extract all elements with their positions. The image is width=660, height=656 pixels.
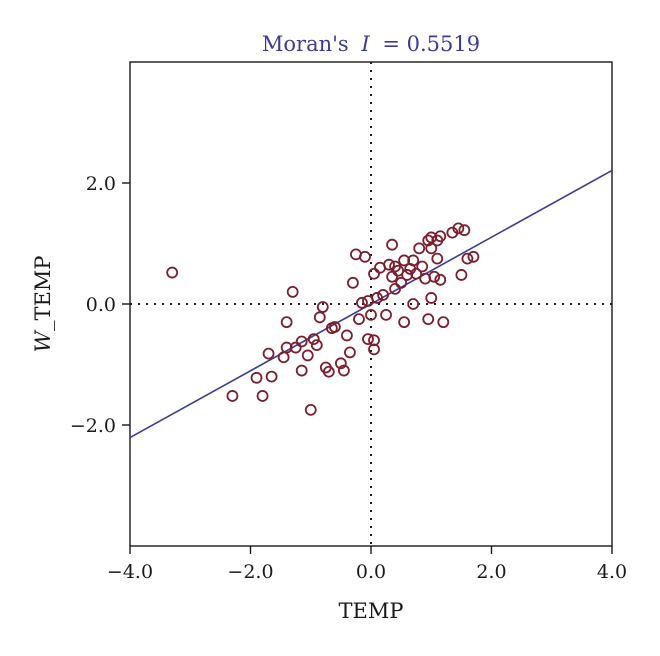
data-point xyxy=(455,269,468,281)
x-tick-label: −2.0 xyxy=(227,561,273,583)
data-point xyxy=(428,270,441,283)
data-point xyxy=(368,343,380,356)
data-point xyxy=(322,365,335,378)
data-point xyxy=(289,341,302,354)
data-point xyxy=(398,254,411,267)
data-point xyxy=(395,276,408,289)
y-axis-ticks: −2.0 0.0 2.0 xyxy=(70,173,130,437)
data-point xyxy=(407,254,420,267)
y-tick-label: 0.0 xyxy=(86,294,116,316)
data-point xyxy=(422,234,435,247)
data-point xyxy=(368,267,380,280)
chart-title-suffix: = 0.5519 xyxy=(382,32,480,56)
data-point xyxy=(386,270,398,283)
data-point xyxy=(425,242,438,255)
x-tick-label: 0.0 xyxy=(356,561,386,583)
data-point xyxy=(377,289,389,301)
data-point xyxy=(425,292,438,304)
data-point xyxy=(353,313,365,326)
data-point xyxy=(461,252,474,265)
data-point xyxy=(359,250,371,263)
data-point xyxy=(368,334,380,347)
data-point xyxy=(362,333,374,345)
data-point xyxy=(307,333,320,345)
data-point xyxy=(431,252,444,265)
y-tick-label: 2.0 xyxy=(86,173,116,195)
data-point xyxy=(313,311,326,324)
data-point xyxy=(437,316,450,329)
x-tick-label: −4.0 xyxy=(107,561,153,583)
data-point xyxy=(226,390,239,402)
scatter-points xyxy=(166,222,480,416)
data-point xyxy=(434,230,447,243)
x-axis-ticks: −4.0 −2.0 0.0 2.0 4.0 xyxy=(107,546,627,583)
data-point xyxy=(386,238,398,251)
data-point xyxy=(295,364,308,377)
regression-line xyxy=(129,169,613,439)
data-point xyxy=(467,250,480,263)
data-point xyxy=(422,313,435,326)
data-point xyxy=(310,339,323,352)
data-point xyxy=(383,258,395,271)
y-axis-label-rest: _TEMP xyxy=(31,255,55,330)
data-point xyxy=(304,403,317,416)
data-point xyxy=(344,346,356,359)
x-tick-label: 4.0 xyxy=(597,561,627,583)
data-point xyxy=(389,282,402,295)
data-point xyxy=(458,224,471,237)
data-point xyxy=(407,298,420,310)
data-point xyxy=(380,308,392,321)
data-point xyxy=(347,276,359,289)
data-point xyxy=(328,321,341,333)
y-tick-label: −2.0 xyxy=(70,415,116,437)
data-point xyxy=(316,301,329,313)
data-point xyxy=(398,316,411,329)
data-point xyxy=(416,260,429,273)
data-point xyxy=(295,335,308,348)
data-point xyxy=(334,357,347,370)
y-axis-label-italic: W xyxy=(31,329,55,353)
data-point xyxy=(301,349,314,362)
data-point xyxy=(265,370,278,383)
data-point xyxy=(413,242,426,255)
data-point xyxy=(365,308,377,321)
data-point xyxy=(250,371,263,384)
y-axis-label: W_TEMP xyxy=(31,255,55,352)
data-point xyxy=(434,273,447,286)
data-point xyxy=(262,347,275,360)
data-point xyxy=(371,292,383,304)
data-point xyxy=(286,285,299,298)
data-point xyxy=(340,329,353,342)
x-axis-label: TEMP xyxy=(339,599,404,623)
data-point xyxy=(277,351,290,364)
data-point xyxy=(280,316,293,329)
chart-title-prefix: Moran's xyxy=(262,32,349,56)
data-point xyxy=(356,296,368,309)
data-point xyxy=(166,266,179,279)
data-point xyxy=(410,267,423,280)
data-point xyxy=(452,222,465,235)
x-tick-label: 2.0 xyxy=(476,561,506,583)
data-point xyxy=(256,390,269,402)
data-point xyxy=(337,364,350,377)
chart-title-italic: I xyxy=(360,32,370,56)
chart-title: Moran's I = 0.5519 xyxy=(262,32,480,56)
data-point xyxy=(280,341,293,354)
